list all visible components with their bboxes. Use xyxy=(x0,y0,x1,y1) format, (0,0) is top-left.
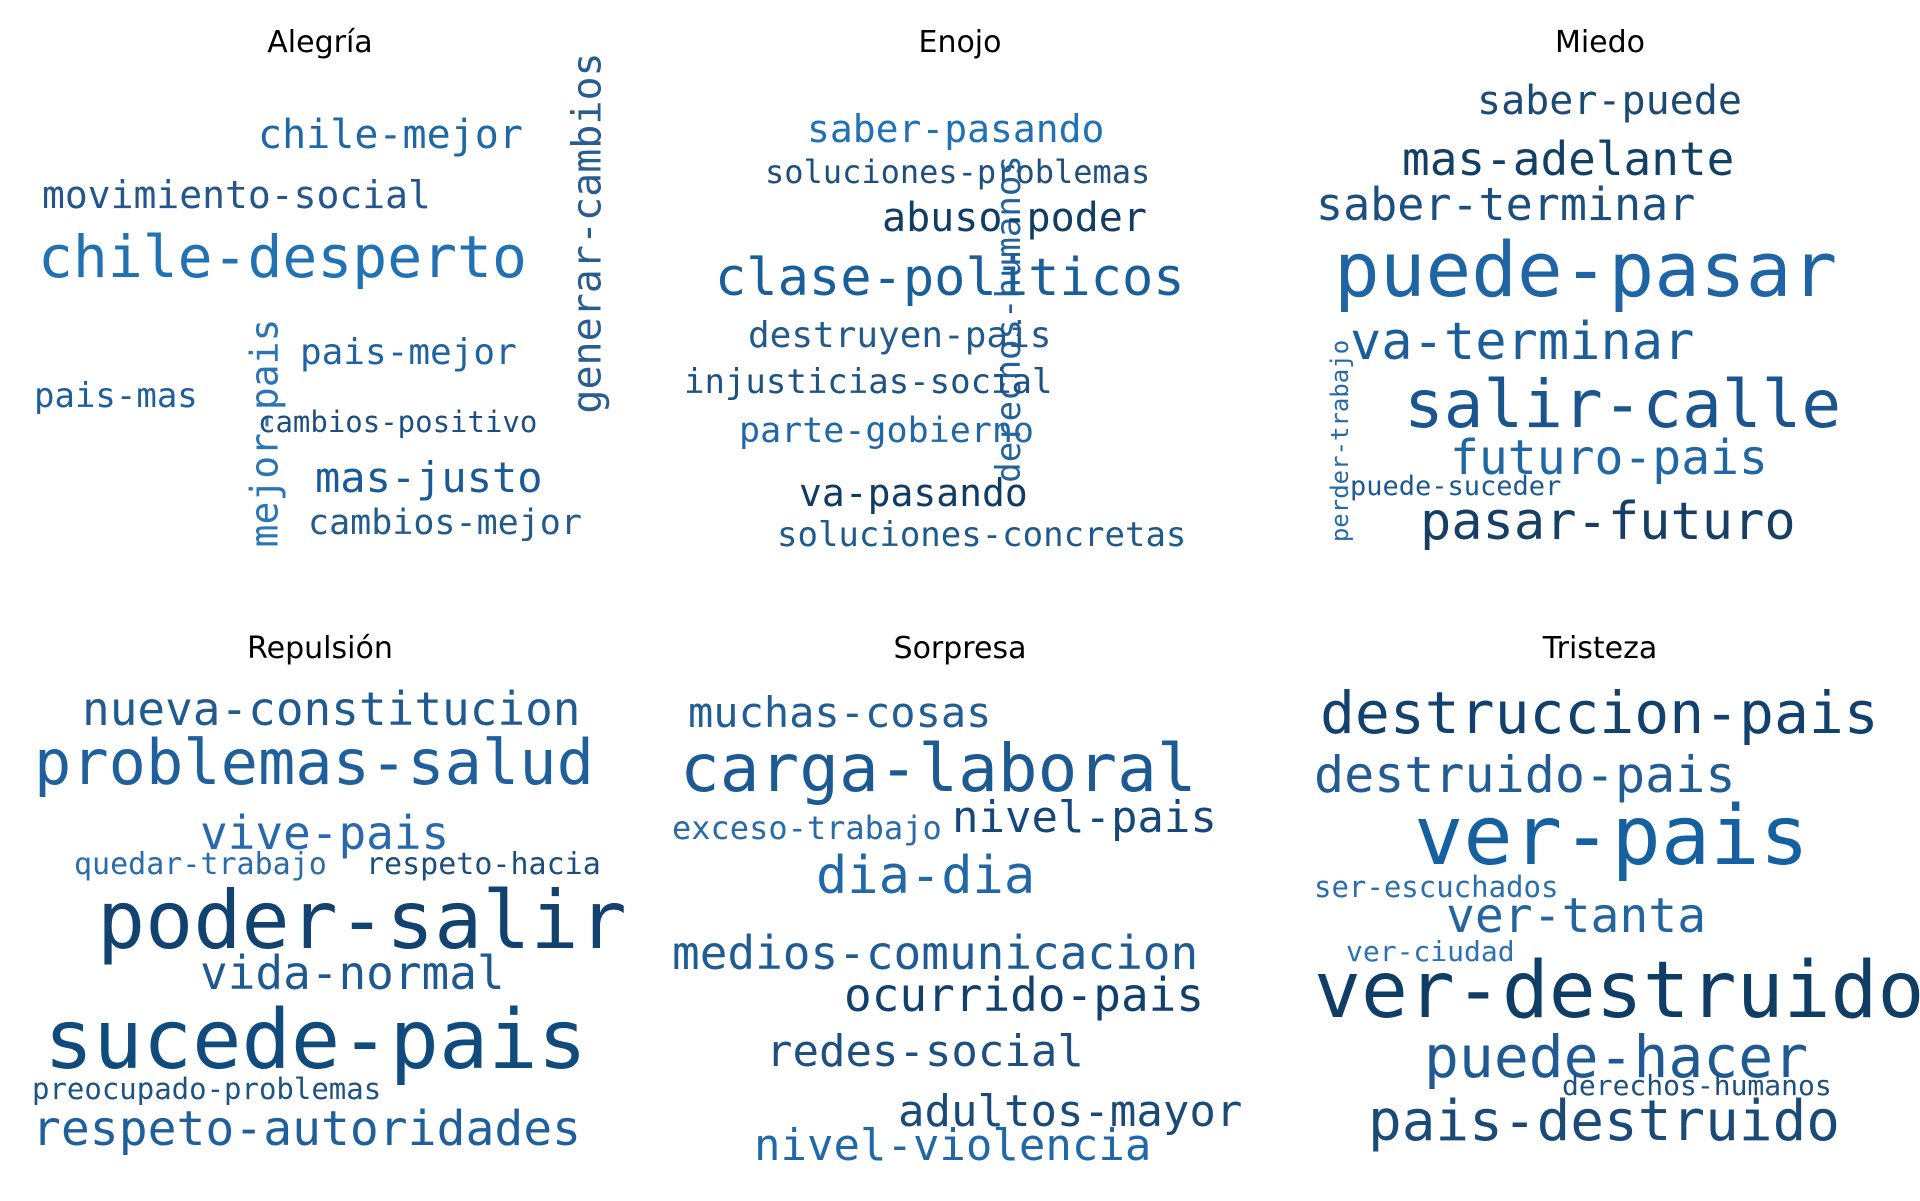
word: dia-dia xyxy=(816,846,1036,906)
word: puede-hacer xyxy=(1424,1023,1809,1091)
word: puede-pasar xyxy=(1334,225,1838,314)
word: injusticias-social xyxy=(684,362,1053,402)
wordcloud-panel-miedo: Miedo saber-puede mas-adelante saber-ter… xyxy=(1280,0,1920,600)
word: destruido-pais xyxy=(1314,746,1736,804)
word: movimiento-social xyxy=(42,173,431,217)
word: ver-pais xyxy=(1414,789,1809,884)
word: va-terminar xyxy=(1350,312,1695,372)
word: soluciones-concretas xyxy=(777,515,1187,555)
word: nueva-constitucion xyxy=(82,682,581,736)
word: futuro-pais xyxy=(1450,430,1768,486)
word: derechos-humanos xyxy=(1562,1069,1832,1102)
word: saber-pasando xyxy=(807,107,1105,151)
word: parte-gobierno xyxy=(739,411,1035,451)
word: clase-politicos xyxy=(715,248,1185,308)
panel-title: Enojo xyxy=(918,25,1002,60)
panel-title: Tristeza xyxy=(1542,631,1658,666)
wordcloud-panel-sorpresa: Sorpresa muchas-cosas carga-laboral exce… xyxy=(640,600,1280,1200)
word: ser-escuchados xyxy=(1314,870,1559,904)
word: destruccion-pais xyxy=(1320,679,1879,747)
word: pasar-futuro xyxy=(1420,492,1796,552)
word: puede-suceder xyxy=(1350,471,1562,502)
word: pais-destruido xyxy=(1368,1089,1841,1154)
word: medios-comunicacion xyxy=(672,926,1199,980)
word: nivel-violencia xyxy=(754,1120,1152,1171)
word: chile-mejor xyxy=(258,112,523,158)
word: carga-laboral xyxy=(680,730,1197,807)
word: ver-tanta xyxy=(1446,888,1707,944)
word: ocurrido-pais xyxy=(844,968,1205,1022)
word: chile-desperto xyxy=(38,223,527,291)
panel-title: Sorpresa xyxy=(893,631,1027,666)
word: generar-cambios xyxy=(564,52,611,414)
word: poder-salir xyxy=(97,874,627,967)
word: mas-justo xyxy=(315,453,543,502)
word: muchas-cosas xyxy=(688,688,992,737)
word: respeto-autoridades xyxy=(32,1101,582,1157)
word: mas-adelante xyxy=(1402,132,1735,186)
panel-title: Alegría xyxy=(267,25,373,60)
word: quedar-trabajo xyxy=(74,847,327,882)
word: saber-puede xyxy=(1477,78,1742,124)
panel-title: Miedo xyxy=(1554,25,1646,60)
word: abuso-poder xyxy=(882,195,1147,241)
wordcloud-panel-repulsion: Repulsión nueva-constitucion problemas-s… xyxy=(0,600,640,1200)
word: preocupado-problemas xyxy=(32,1072,382,1106)
word: destruyen-pais xyxy=(748,315,1052,356)
word: redes-social xyxy=(766,1026,1084,1077)
word: exceso-trabajo xyxy=(672,809,942,847)
word: ver-ciudad xyxy=(1346,935,1515,968)
wordcloud-panel-tristeza: Tristeza destruccion-pais destruido-pais… xyxy=(1280,600,1920,1200)
word: cambios-mejor xyxy=(308,503,582,543)
wordcloud-panel-alegria: Alegría chile-mejor movimiento-social ch… xyxy=(0,0,640,600)
word: perder-trabajo xyxy=(1326,339,1355,543)
word: respeto-hacia xyxy=(366,847,601,882)
word: pais-mejor xyxy=(300,332,517,373)
word: ver-destruido xyxy=(1314,946,1920,1036)
word: saber-terminar xyxy=(1316,178,1696,231)
word: problemas-salud xyxy=(34,726,594,799)
word: sucede-pais xyxy=(44,993,588,1088)
word: vida-normal xyxy=(200,946,505,1000)
word: nivel-pais xyxy=(952,792,1217,843)
word: soluciones-problemas xyxy=(765,153,1151,191)
panel-title: Repulsión xyxy=(247,631,393,666)
word: cambios-positivo xyxy=(258,405,538,439)
wordcloud-panel-enojo: Enojo saber-pasando soluciones-problemas… xyxy=(640,0,1280,600)
word: va-pasando xyxy=(799,471,1028,515)
word: vive-pais xyxy=(200,806,450,860)
word: pais-mas xyxy=(34,376,198,416)
word: salir-calle xyxy=(1404,366,1842,443)
word: adultos-mayor xyxy=(898,1086,1243,1137)
